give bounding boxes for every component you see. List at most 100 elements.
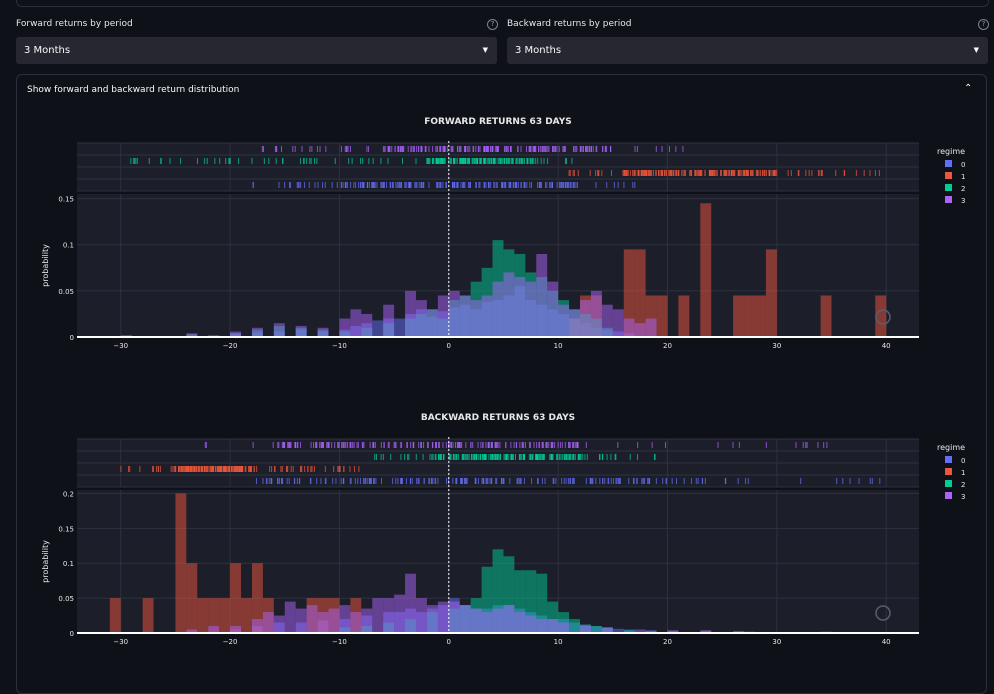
histogram-bar-regime-3 <box>536 253 548 337</box>
previous-panel-border <box>16 0 989 7</box>
legend-label-regime-1: 1 <box>961 173 965 181</box>
histogram-bar-regime-2 <box>590 626 602 633</box>
histogram-bar-regime-1 <box>820 295 832 337</box>
histogram-bar-regime-3 <box>667 630 679 633</box>
histogram-bar-regime-3 <box>580 300 591 337</box>
histogram-bar-regime-1 <box>230 563 242 633</box>
histogram-bar-regime-2 <box>492 549 504 633</box>
histogram-bar-regime-2 <box>514 570 526 633</box>
histogram-bar-regime-3 <box>492 281 504 337</box>
x-tick-label: 40 <box>882 342 891 350</box>
histogram-bar-regime-3 <box>350 309 362 337</box>
histogram-bar-regime-3 <box>306 605 318 633</box>
histogram-bar-regime-1 <box>765 249 777 337</box>
histogram-bar-regime-3 <box>317 327 329 337</box>
histogram-bar-regime-1 <box>634 249 646 337</box>
legend-swatch-regime-1 <box>945 468 952 475</box>
histogram-bar-regime-3 <box>536 619 548 633</box>
y-tick-label: 0 <box>70 630 74 638</box>
y-tick-label: 0.1 <box>63 242 74 250</box>
histogram-bar-regime-3 <box>645 318 657 337</box>
chevron-down-icon: ▼ <box>973 46 979 54</box>
histogram-bar-regime-3 <box>514 277 526 337</box>
legend-label-regime-3: 3 <box>961 197 965 205</box>
legend-swatch-regime-3 <box>945 492 952 499</box>
x-tick-label: 20 <box>663 638 672 646</box>
histogram-bar-regime-1 <box>208 598 220 633</box>
histogram-bar-regime-0 <box>372 320 384 337</box>
histogram-bar-regime-3 <box>295 608 307 633</box>
x-tick-label: 30 <box>772 342 781 350</box>
legend-title: regime <box>937 443 965 452</box>
backward-help-icon[interactable]: ? <box>978 19 989 30</box>
histogram-bar-regime-3 <box>503 272 515 337</box>
histogram-bar-regime-2 <box>525 570 537 633</box>
legend-swatch-regime-2 <box>945 184 952 191</box>
histogram-bar-regime-3 <box>361 313 373 337</box>
legend-title: regime <box>937 147 965 156</box>
histogram-bar-regime-1 <box>175 493 187 633</box>
histogram-bar-regime-3 <box>405 290 416 337</box>
histogram-bar-regime-2 <box>547 601 559 633</box>
histogram-bar-regime-3 <box>470 608 482 633</box>
legend-label-regime-1: 1 <box>961 469 965 477</box>
histogram-bar-regime-3 <box>448 601 460 633</box>
histogram-bar-regime-1 <box>241 598 252 633</box>
watermark-logo-icon <box>875 605 891 621</box>
histogram-bar-regime-0 <box>612 628 624 633</box>
forward-period-value: 3 Months <box>24 45 71 56</box>
histogram-bar-regime-3 <box>328 608 340 633</box>
x-tick-label: 30 <box>772 638 781 646</box>
histogram-bar-regime-3 <box>317 612 329 633</box>
backward-period-select[interactable]: 3 Months ▼ <box>507 37 988 64</box>
y-tick-label: 0.15 <box>58 525 74 533</box>
histogram-bar-regime-3 <box>372 598 384 633</box>
legend-label-regime-0: 0 <box>961 161 965 169</box>
histogram-bar-regime-3 <box>186 629 198 633</box>
histogram-bar-regime-3 <box>361 608 373 633</box>
histogram-bar-regime-3 <box>634 323 646 337</box>
histogram-bar-regime-3 <box>525 281 537 337</box>
histogram-bar-regime-3 <box>415 598 427 633</box>
backward-returns-chart: BACKWARD RETURNS 63 DAYS 0 0.05 0.1 0.15 0.2 −… <box>41 413 965 646</box>
expander-title[interactable]: Show forward and backward return distrib… <box>27 85 240 95</box>
histogram-bar-regime-1 <box>623 249 635 337</box>
histogram-bar-regime-3 <box>601 627 613 633</box>
y-tick-label: 0 <box>70 334 74 342</box>
y-tick-label: 0.15 <box>58 196 74 204</box>
histogram-bar-regime-3 <box>601 304 613 337</box>
histogram-bar-regime-3 <box>186 333 198 337</box>
forward-help-icon[interactable]: ? <box>487 19 498 30</box>
histogram-bar-regime-3 <box>251 619 263 633</box>
chevron-down-icon: ▼ <box>482 46 488 54</box>
forward-period-select[interactable]: 3 Months ▼ <box>16 37 497 64</box>
chevron-up-icon[interactable]: ⌃ <box>964 83 973 94</box>
histogram-bar-regime-3 <box>448 290 460 337</box>
histogram-bar-regime-1 <box>109 598 121 633</box>
histogram-bar-regime-3 <box>525 615 537 633</box>
histogram-bar-regime-3 <box>503 605 515 633</box>
x-tick-label: 10 <box>554 638 563 646</box>
legend-swatch-regime-2 <box>945 480 952 487</box>
histogram-bar-regime-3 <box>251 327 263 337</box>
histogram-bar-regime-3 <box>580 626 591 633</box>
chart-title: FORWARD RETURNS 63 DAYS <box>424 117 572 127</box>
forward-period-label: Forward returns by period <box>16 19 133 29</box>
histogram-bar-regime-3 <box>558 304 570 337</box>
histogram-bar-regime-3 <box>273 615 285 633</box>
histogram-bar-regime-3 <box>383 598 395 633</box>
histogram-bar-regime-3 <box>339 605 351 633</box>
histogram-bar-regime-1 <box>678 295 690 337</box>
histogram-bar-regime-0 <box>394 318 406 337</box>
histogram-bar-regime-2 <box>481 566 493 633</box>
histogram-bar-regime-1 <box>754 295 766 337</box>
histogram-bar-regime-1 <box>645 295 657 337</box>
histogram-bar-regime-3 <box>273 323 285 337</box>
histogram-bar-regime-3 <box>634 629 646 633</box>
histogram-bar-regime-3 <box>415 300 427 337</box>
histogram-bar-regime-1 <box>700 203 712 337</box>
histogram-bar-regime-3 <box>230 626 242 633</box>
histogram-bar-regime-3 <box>437 601 449 633</box>
backward-period-value: 3 Months <box>515 45 562 56</box>
legend-label-regime-2: 2 <box>961 481 965 489</box>
